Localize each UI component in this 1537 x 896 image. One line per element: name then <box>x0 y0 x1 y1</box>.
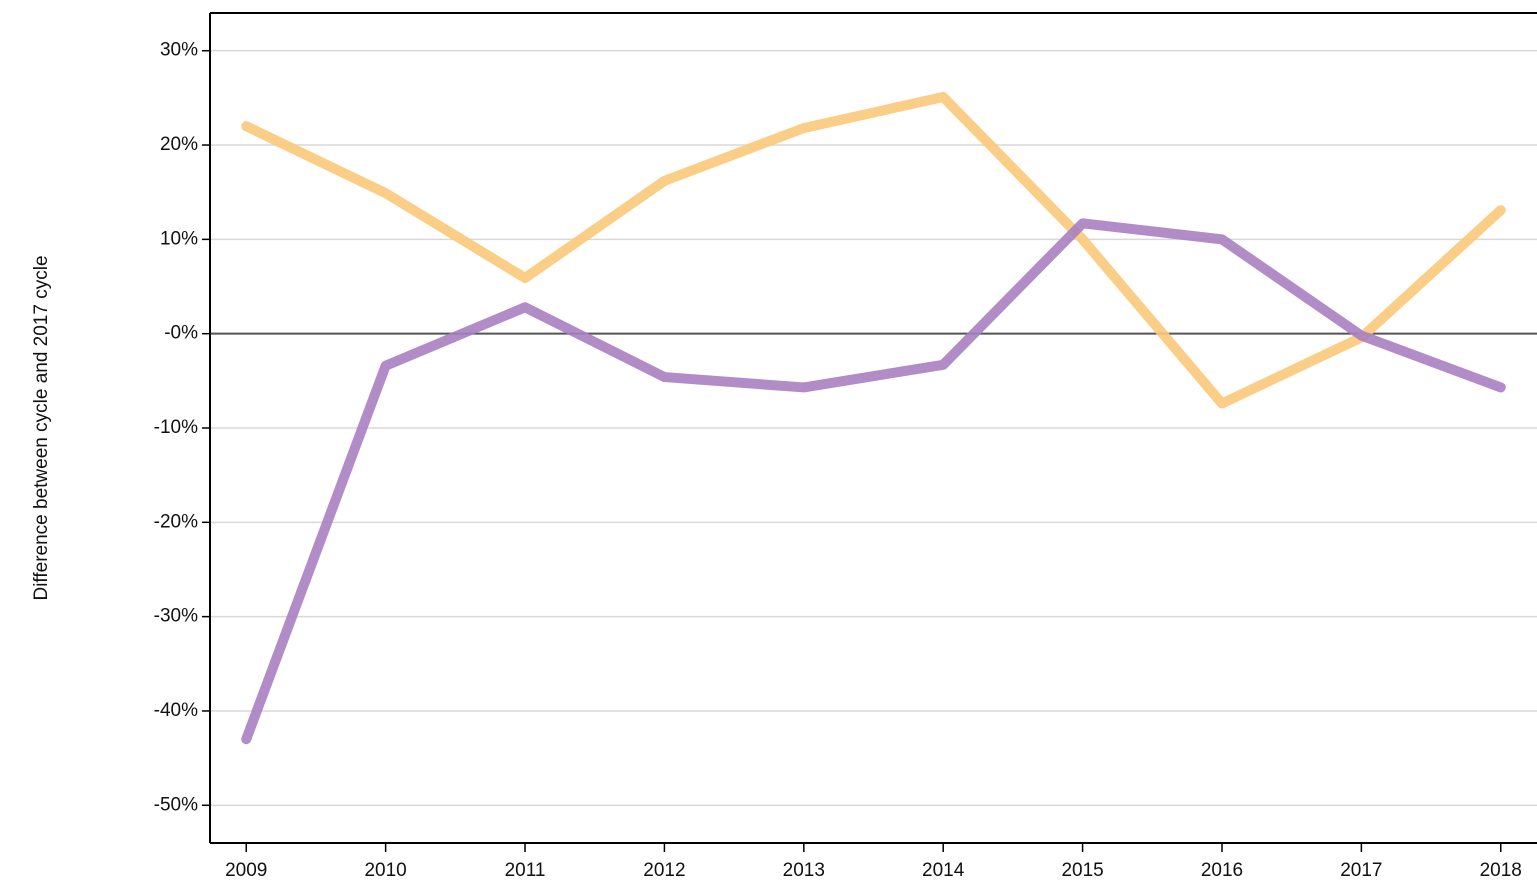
x-tick-label: 2013 <box>783 860 825 881</box>
x-tick-label: 2010 <box>364 860 406 881</box>
y-tick-label: -10% <box>154 417 198 438</box>
x-tick-label: 2016 <box>1201 860 1243 881</box>
y-tick-label: 10% <box>160 228 198 249</box>
x-tick-label: 2018 <box>1480 860 1522 881</box>
x-tick-label: 2012 <box>643 860 685 881</box>
y-tick-label: 30% <box>160 40 198 61</box>
x-tick-label: 2015 <box>1061 860 1103 881</box>
y-axis-label: Difference between cycle and 2017 cycle <box>31 255 52 600</box>
x-tick-label: 2011 <box>505 860 546 881</box>
y-tick-label: -0% <box>164 323 198 344</box>
y-tick-label: -50% <box>154 794 198 815</box>
x-tick-label: 2014 <box>922 860 965 881</box>
series-line <box>241 218 1506 745</box>
y-tick-label: -40% <box>154 700 198 721</box>
y-tick-label: -30% <box>154 606 198 627</box>
y-tick-label: 20% <box>160 134 198 155</box>
x-tick-label: 2017 <box>1340 860 1382 881</box>
series-line <box>241 91 1506 409</box>
x-tick-label: 2009 <box>225 860 267 881</box>
y-tick-label: -20% <box>154 511 198 532</box>
